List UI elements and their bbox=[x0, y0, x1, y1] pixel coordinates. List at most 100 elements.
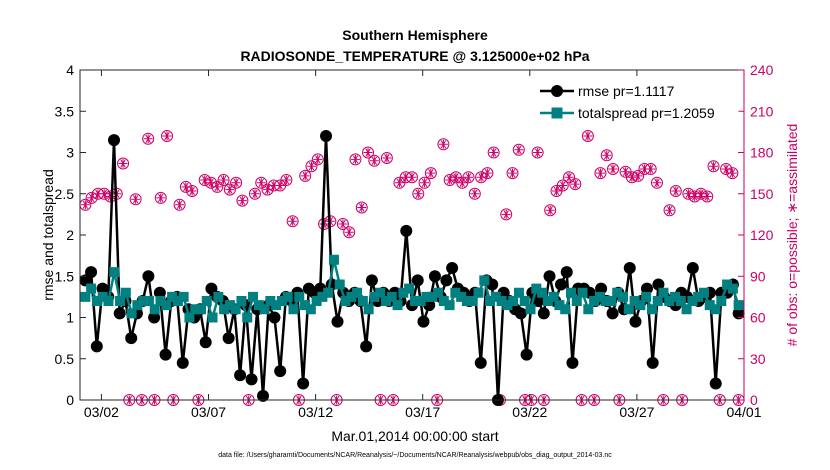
obs-possible-point bbox=[173, 198, 186, 211]
obs-assimilated-point bbox=[420, 178, 430, 188]
obs-assimilated-point bbox=[608, 164, 618, 174]
obs-assimilated-point bbox=[237, 196, 247, 206]
rmse-point bbox=[400, 224, 413, 237]
spread-point bbox=[704, 300, 715, 311]
obs-possible-point bbox=[204, 176, 217, 189]
y-axis-left-label: rmse and totalspread bbox=[40, 169, 56, 301]
spread-point bbox=[641, 291, 652, 302]
obs-possible-point bbox=[142, 132, 155, 145]
y-right-tick-label: 210 bbox=[750, 103, 774, 119]
spread-point bbox=[589, 296, 600, 306]
obs-possible-point bbox=[355, 201, 368, 214]
spread-point bbox=[155, 296, 166, 306]
obs-possible-point bbox=[261, 183, 274, 196]
spread-point bbox=[369, 291, 380, 302]
rmse-point bbox=[159, 348, 172, 361]
rmse-point bbox=[709, 377, 722, 390]
spread-point bbox=[265, 296, 276, 306]
rmse-point bbox=[652, 278, 665, 291]
spread-point bbox=[687, 296, 698, 306]
plot-area bbox=[80, 70, 744, 400]
obs-possible-point bbox=[481, 167, 494, 180]
y-right-tick-label: 120 bbox=[750, 227, 774, 243]
rmse-point bbox=[520, 348, 533, 361]
obs-possible-point bbox=[186, 185, 199, 197]
spread-point bbox=[629, 296, 640, 306]
obs-assimilated-point bbox=[338, 219, 348, 229]
rmse-point bbox=[234, 369, 247, 382]
spread-point bbox=[398, 287, 409, 298]
y-left-tick-label: 2 bbox=[66, 227, 74, 243]
obs-possible-point bbox=[650, 176, 663, 189]
obs-assimilated-point bbox=[665, 205, 675, 215]
x-tick-label: 03/22 bbox=[512, 404, 547, 420]
obs-possible-point bbox=[563, 171, 576, 184]
obs-possible-point bbox=[669, 185, 682, 197]
y-left-tick-label: 0.5 bbox=[55, 351, 75, 367]
rmse-point bbox=[640, 282, 653, 295]
x-tick-label: 03/27 bbox=[619, 404, 654, 420]
spread-point bbox=[438, 296, 449, 306]
spread-point bbox=[80, 291, 91, 302]
obs-assimilated-point bbox=[696, 189, 706, 199]
footnote: data file: /Users/gharamti/Documents/NCA… bbox=[218, 452, 612, 459]
spread-point bbox=[727, 283, 738, 294]
obs-assimilated-point bbox=[533, 148, 543, 157]
rmse-point bbox=[560, 266, 573, 279]
spread-point bbox=[230, 304, 241, 315]
spread-point bbox=[282, 291, 293, 302]
rmse-point bbox=[532, 295, 545, 307]
obs-possible-point bbox=[362, 146, 375, 159]
spread-point bbox=[253, 300, 264, 311]
spread-point bbox=[236, 296, 247, 306]
y-left-tick-label: 1.5 bbox=[55, 268, 75, 284]
obs-possible-point bbox=[412, 187, 425, 200]
spread-point bbox=[479, 275, 490, 286]
spread-point bbox=[577, 287, 588, 298]
obs-possible-point bbox=[531, 146, 544, 159]
rmse-point bbox=[153, 286, 166, 299]
spread-point bbox=[91, 296, 102, 306]
spread-point bbox=[693, 291, 704, 302]
obs-assimilated-point bbox=[350, 154, 360, 164]
spread-point bbox=[375, 287, 386, 298]
rmse-point bbox=[411, 274, 424, 287]
rmse-point bbox=[566, 356, 579, 369]
spread-point bbox=[508, 296, 519, 306]
rmse-point bbox=[365, 274, 378, 287]
y-left-tick-label: 2.5 bbox=[55, 186, 75, 202]
spread-point bbox=[606, 296, 617, 306]
spread-point bbox=[294, 291, 305, 302]
y-left-tick-label: 1 bbox=[66, 310, 74, 326]
obs-assimilated-point bbox=[482, 168, 492, 178]
spread-point bbox=[363, 304, 374, 315]
obs-assimilated-point bbox=[451, 172, 461, 182]
spread-point bbox=[421, 291, 432, 302]
rmse-point bbox=[606, 307, 619, 320]
spread-point bbox=[178, 291, 189, 302]
rmse-point bbox=[595, 282, 608, 295]
obs-assimilated-point bbox=[219, 175, 229, 185]
rmse-point bbox=[148, 311, 161, 324]
obs-assimilated-point bbox=[357, 203, 367, 212]
obs-assimilated-point bbox=[545, 205, 555, 215]
rmse-point bbox=[440, 274, 453, 287]
spread-point bbox=[392, 300, 403, 311]
obs-assimilated-point bbox=[633, 171, 643, 181]
rmse-point bbox=[268, 311, 281, 324]
obs-assimilated-point bbox=[426, 168, 436, 178]
obs-possible-point bbox=[286, 215, 299, 228]
spread-point bbox=[415, 296, 426, 306]
obs-possible-point bbox=[688, 190, 701, 203]
y-left-tick-label: 0 bbox=[66, 392, 74, 408]
chart-subtitle: RADIOSONDE_TEMPERATURE @ 3.125000e+02 hP… bbox=[240, 48, 589, 64]
spread-point bbox=[126, 308, 137, 319]
rmse-point bbox=[686, 262, 699, 274]
obs-possible-point bbox=[248, 187, 261, 200]
spread-point bbox=[143, 296, 154, 306]
rmse-point bbox=[176, 356, 189, 369]
obs-assimilated-point bbox=[275, 181, 285, 190]
spread-point bbox=[103, 296, 114, 306]
obs-assimilated-point bbox=[162, 131, 172, 141]
